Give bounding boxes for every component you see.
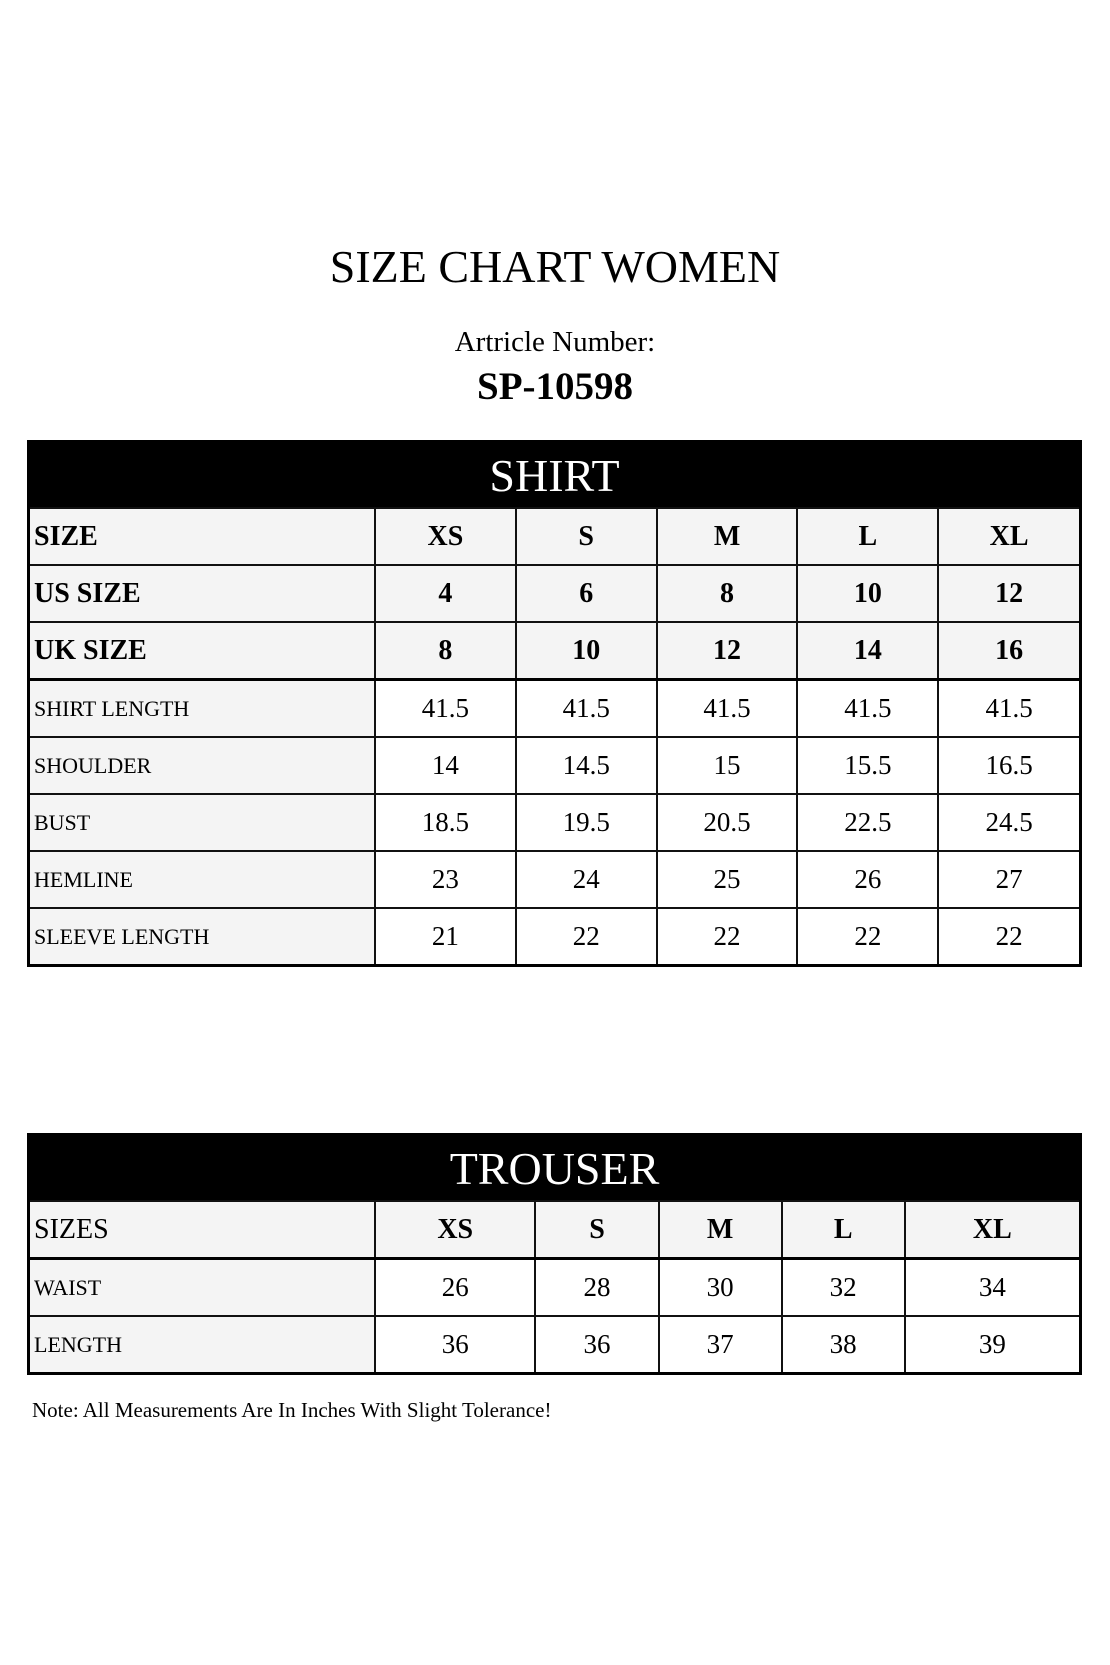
shirt-heading: SHIRT [28, 441, 1081, 508]
table-cell: 37 [657, 1315, 783, 1375]
row-label: SIZES [27, 1200, 376, 1260]
table-cell: XL [937, 507, 1082, 566]
table-row: SHOULDER 14 14.5 15 15.5 16.5 [27, 736, 1082, 795]
trouser-table: TROUSER SIZES XS S M L XL WAIST 26 28 30 32 34 LENGT… [27, 1133, 1082, 1375]
article-label: Artricle Number: [454, 326, 656, 358]
table-cell: 8 [655, 564, 799, 623]
table-cell: 41.5 [374, 678, 517, 738]
row-label: SLEEVE LENGTH [27, 907, 376, 967]
table-cell: 14 [796, 621, 940, 681]
page-title: SIZE CHART WOMEN [329, 241, 781, 292]
table-row: WAIST 26 28 30 32 34 [27, 1257, 1082, 1317]
table-cell: 39 [903, 1315, 1082, 1375]
table-cell: 27 [937, 850, 1082, 909]
table-row: SIZES XS S M L XL [27, 1200, 1082, 1260]
row-label: US SIZE [27, 564, 376, 623]
table-row: LENGTH 36 36 37 38 39 [27, 1315, 1082, 1375]
table-cell: XL [903, 1200, 1082, 1260]
trouser-heading: TROUSER [28, 1134, 1081, 1201]
table-cell: 19.5 [514, 793, 658, 852]
table-cell: 14.5 [514, 736, 658, 795]
table-cell: 15.5 [796, 736, 940, 795]
table-cell: 24 [514, 850, 658, 909]
table-cell: 22 [937, 907, 1082, 967]
table-cell: 16 [937, 621, 1082, 681]
row-label: SHIRT LENGTH [27, 678, 376, 738]
row-label: SIZE [27, 507, 376, 566]
table-cell: XS [374, 507, 517, 566]
table-cell: 21 [374, 907, 517, 967]
table-cell: 22 [655, 907, 799, 967]
row-label: HEMLINE [27, 850, 376, 909]
row-label: BUST [27, 793, 376, 852]
table-cell: 12 [937, 564, 1082, 623]
table-cell: 24.5 [937, 793, 1082, 852]
table-row: US SIZE 4 6 8 10 12 [27, 564, 1082, 623]
measurement-note: Note: All Measurements Are In Inches Wit… [32, 1398, 552, 1422]
table-row: SHIRT LENGTH 41.5 41.5 41.5 41.5 41.5 [27, 678, 1082, 738]
table-cell: 6 [514, 564, 658, 623]
table-cell: 36 [373, 1315, 537, 1375]
table-cell: 25 [655, 850, 799, 909]
table-cell: L [780, 1200, 906, 1260]
table-cell: S [514, 507, 658, 566]
table-cell: 22 [514, 907, 658, 967]
table-row: UK SIZE 8 10 12 14 16 [27, 621, 1082, 681]
table-cell: 41.5 [796, 678, 940, 738]
table-cell: S [534, 1200, 660, 1260]
table-cell: 22.5 [796, 793, 940, 852]
table-row: HEMLINE 23 24 25 26 27 [27, 850, 1082, 909]
table-cell: 10 [796, 564, 940, 623]
table-cell: 41.5 [937, 678, 1082, 738]
table-cell: M [655, 507, 799, 566]
table-row: SIZE XS S M L XL [27, 507, 1082, 566]
table-cell: 8 [374, 621, 517, 681]
article-number: SP-10598 [477, 365, 633, 408]
table-cell: 12 [655, 621, 799, 681]
row-label: WAIST [27, 1257, 376, 1317]
row-label: UK SIZE [27, 621, 376, 681]
table-cell: 34 [903, 1257, 1082, 1317]
table-cell: 15 [655, 736, 799, 795]
table-cell: 18.5 [374, 793, 517, 852]
table-cell: 30 [657, 1257, 783, 1317]
table-cell: 22 [796, 907, 940, 967]
table-cell: 20.5 [655, 793, 799, 852]
table-cell: 26 [373, 1257, 537, 1317]
table-row: SLEEVE LENGTH 21 22 22 22 22 [27, 907, 1082, 967]
table-cell: 36 [534, 1315, 660, 1375]
table-cell: 14 [374, 736, 517, 795]
table-cell: 23 [374, 850, 517, 909]
table-cell: 41.5 [514, 678, 658, 738]
table-cell: 26 [796, 850, 940, 909]
table-row: BUST 18.5 19.5 20.5 22.5 24.5 [27, 793, 1082, 852]
table-cell: 41.5 [655, 678, 799, 738]
row-label: LENGTH [27, 1315, 376, 1375]
shirt-table: SHIRT SIZE XS S M L XL US SIZE 4 6 8 10 12 UK SIZE 8 1… [27, 440, 1082, 967]
table-cell: 16.5 [937, 736, 1082, 795]
table-cell: M [657, 1200, 783, 1260]
table-cell: 38 [780, 1315, 906, 1375]
table-cell: 32 [780, 1257, 906, 1317]
table-cell: 10 [514, 621, 658, 681]
table-cell: 28 [534, 1257, 660, 1317]
table-cell: XS [373, 1200, 537, 1260]
table-cell: 4 [374, 564, 517, 623]
row-label: SHOULDER [27, 736, 376, 795]
table-cell: L [796, 507, 940, 566]
